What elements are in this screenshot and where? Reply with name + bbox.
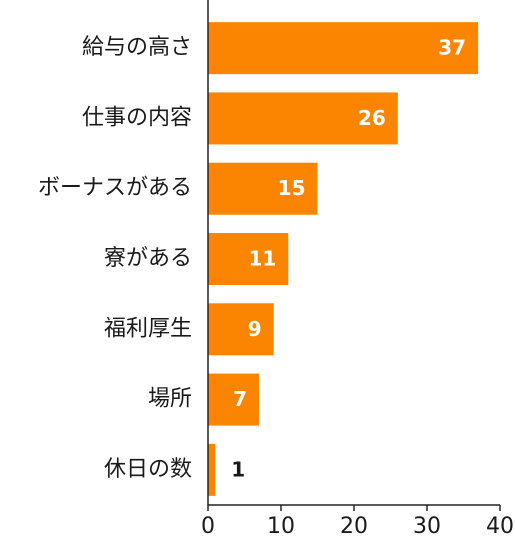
x-tick-label: 40: [486, 514, 514, 539]
value-label: 9: [248, 317, 262, 341]
bar: [208, 233, 289, 285]
category-label: 寮がある: [104, 246, 192, 271]
bar: [208, 92, 398, 145]
value-label: 11: [248, 247, 276, 271]
category-label: 福利厚生: [104, 316, 192, 341]
value-label: 1: [231, 457, 245, 481]
x-tick-label: 10: [267, 514, 295, 539]
category-label: ボーナスがある: [38, 176, 192, 201]
x-tick-label: 0: [201, 514, 215, 539]
x-tick-label: 20: [340, 514, 368, 539]
bar: [208, 373, 260, 426]
value-label: 7: [233, 387, 247, 411]
value-label: 26: [358, 106, 386, 130]
category-label: 場所: [148, 387, 192, 412]
value-label: 37: [438, 36, 466, 60]
bar: [208, 443, 216, 496]
category-label: 仕事の内容: [82, 105, 192, 130]
bar: [208, 303, 274, 356]
category-label: 給与の高さ: [82, 35, 192, 60]
x-tick-label: 30: [413, 514, 441, 539]
bar: [208, 162, 318, 215]
bar: [208, 22, 479, 75]
value-label: 15: [278, 176, 306, 200]
category-label: 休日の数: [104, 457, 192, 482]
